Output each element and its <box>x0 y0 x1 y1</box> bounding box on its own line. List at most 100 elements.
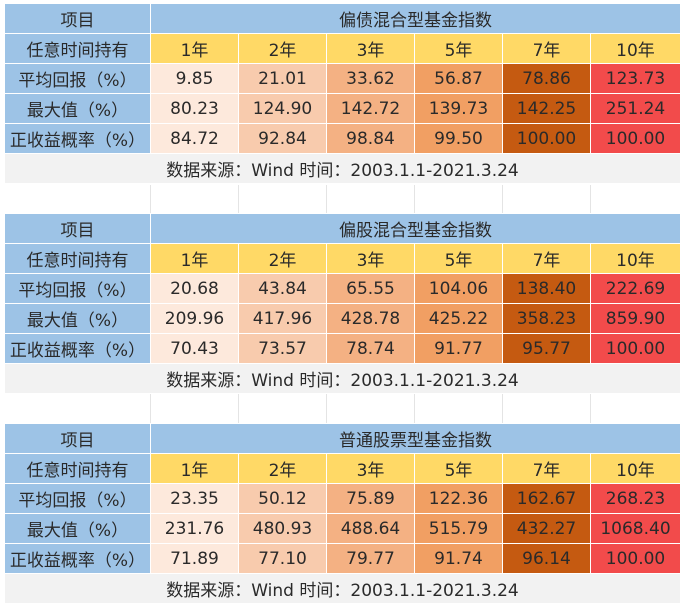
table-row: 最大值（%） 80.23 124.90 142.72 139.73 142.25… <box>4 93 681 124</box>
table-row: 平均回报（%） 20.68 43.84 65.55 104.06 138.40 … <box>4 273 681 304</box>
table-row: 平均回报（%） 9.85 21.01 33.62 56.87 78.86 123… <box>4 63 681 94</box>
table-title-row: 项目 偏股混合型基金指数 <box>4 213 681 244</box>
fund-table-bond-mixed: 项目 偏债混合型基金指数 任意时间持有 1年 2年 3年 5年 7年 10年 平… <box>4 3 681 184</box>
table-row: 最大值（%） 209.96 417.96 428.78 425.22 358.2… <box>4 303 681 334</box>
row-label: 最大值（%） <box>4 513 151 544</box>
table-cell: 142.72 <box>326 93 415 124</box>
year-header: 7年 <box>502 453 591 484</box>
year-header: 10年 <box>590 33 681 64</box>
year-header: 5年 <box>414 453 503 484</box>
year-header: 2年 <box>238 33 327 64</box>
table-row: 正收益概率（%） 71.89 77.10 79.77 91.74 96.14 1… <box>4 543 681 574</box>
source-note: 数据来源：Wind 时间：2003.1.1-2021.3.24 <box>4 153 681 184</box>
table-cell: 100.00 <box>590 333 681 364</box>
table-cell: 65.55 <box>326 273 415 304</box>
table-cell: 139.73 <box>414 93 503 124</box>
year-header: 2年 <box>238 453 327 484</box>
table-cell: 515.79 <box>414 513 503 544</box>
row-label: 正收益概率（%） <box>4 333 151 364</box>
table-cell: 71.89 <box>150 543 239 574</box>
table-cell: 73.57 <box>238 333 327 364</box>
year-header: 5年 <box>414 33 503 64</box>
label-header: 项目 <box>4 213 151 244</box>
table-cell: 9.85 <box>150 63 239 94</box>
table-cell: 231.76 <box>150 513 239 544</box>
fund-table-equity-mixed: 项目 偏股混合型基金指数 任意时间持有 1年 2年 3年 5年 7年 10年 平… <box>4 213 681 394</box>
table-cell: 209.96 <box>150 303 239 334</box>
year-header: 10年 <box>590 243 681 274</box>
row-label: 正收益概率（%） <box>4 543 151 574</box>
empty-row <box>4 394 680 423</box>
year-header: 1年 <box>150 243 239 274</box>
table-cell: 43.84 <box>238 273 327 304</box>
table-row: 平均回报（%） 23.35 50.12 75.89 122.36 162.67 … <box>4 483 681 514</box>
table-cell: 75.89 <box>326 483 415 514</box>
row-label: 最大值（%） <box>4 93 151 124</box>
table-cell: 99.50 <box>414 123 503 154</box>
period-header: 任意时间持有 <box>4 243 151 274</box>
empty-row <box>4 185 680 214</box>
year-header: 3年 <box>326 33 415 64</box>
table-cell: 425.22 <box>414 303 503 334</box>
period-header: 任意时间持有 <box>4 33 151 64</box>
table-cell: 23.35 <box>150 483 239 514</box>
table-cell: 95.77 <box>502 333 591 364</box>
table-cell: 104.06 <box>414 273 503 304</box>
table-title: 偏股混合型基金指数 <box>150 213 681 244</box>
year-header-row: 任意时间持有 1年 2年 3年 5年 7年 10年 <box>4 243 681 274</box>
table-cell: 162.67 <box>502 483 591 514</box>
table-cell: 70.43 <box>150 333 239 364</box>
table-cell: 122.36 <box>414 483 503 514</box>
year-header: 2年 <box>238 243 327 274</box>
label-header: 项目 <box>4 3 151 34</box>
table-cell: 488.64 <box>326 513 415 544</box>
year-header: 7年 <box>502 33 591 64</box>
table-title: 普通股票型基金指数 <box>150 423 681 454</box>
table-title-row: 项目 偏债混合型基金指数 <box>4 3 681 34</box>
table-cell: 91.77 <box>414 333 503 364</box>
period-header: 任意时间持有 <box>4 453 151 484</box>
table-cell: 268.23 <box>590 483 681 514</box>
year-header: 1年 <box>150 33 239 64</box>
table-cell: 222.69 <box>590 273 681 304</box>
source-row: 数据来源：Wind 时间：2003.1.1-2021.3.24 <box>4 153 681 184</box>
year-header: 5年 <box>414 243 503 274</box>
table-cell: 80.23 <box>150 93 239 124</box>
row-label: 正收益概率（%） <box>4 123 151 154</box>
table-cell: 480.93 <box>238 513 327 544</box>
table-cell: 123.73 <box>590 63 681 94</box>
table-cell: 92.84 <box>238 123 327 154</box>
table-cell: 78.74 <box>326 333 415 364</box>
table-cell: 432.27 <box>502 513 591 544</box>
year-header-row: 任意时间持有 1年 2年 3年 5年 7年 10年 <box>4 33 681 64</box>
table-cell: 78.86 <box>502 63 591 94</box>
table-title: 偏债混合型基金指数 <box>150 3 681 34</box>
table-cell: 417.96 <box>238 303 327 334</box>
table-cell: 142.25 <box>502 93 591 124</box>
row-label: 平均回报（%） <box>4 273 151 304</box>
table-cell: 138.40 <box>502 273 591 304</box>
table-cell: 100.00 <box>590 123 681 154</box>
table-cell: 358.23 <box>502 303 591 334</box>
table-title-row: 项目 普通股票型基金指数 <box>4 423 681 454</box>
label-header: 项目 <box>4 423 151 454</box>
table-cell: 251.24 <box>590 93 681 124</box>
table-cell: 77.10 <box>238 543 327 574</box>
table-cell: 100.00 <box>590 543 681 574</box>
year-header-row: 任意时间持有 1年 2年 3年 5年 7年 10年 <box>4 453 681 484</box>
source-row: 数据来源：Wind 时间：2003.1.1-2021.3.24 <box>4 363 681 394</box>
table-cell: 84.72 <box>150 123 239 154</box>
row-label: 平均回报（%） <box>4 63 151 94</box>
source-note: 数据来源：Wind 时间：2003.1.1-2021.3.24 <box>4 573 681 604</box>
year-header: 7年 <box>502 243 591 274</box>
table-cell: 33.62 <box>326 63 415 94</box>
table-row: 正收益概率（%） 70.43 73.57 78.74 91.77 95.77 1… <box>4 333 681 364</box>
table-cell: 21.01 <box>238 63 327 94</box>
year-header: 1年 <box>150 453 239 484</box>
fund-table-equity: 项目 普通股票型基金指数 任意时间持有 1年 2年 3年 5年 7年 10年 平… <box>4 423 681 604</box>
table-cell: 124.90 <box>238 93 327 124</box>
year-header: 3年 <box>326 453 415 484</box>
row-label: 最大值（%） <box>4 303 151 334</box>
table-cell: 428.78 <box>326 303 415 334</box>
